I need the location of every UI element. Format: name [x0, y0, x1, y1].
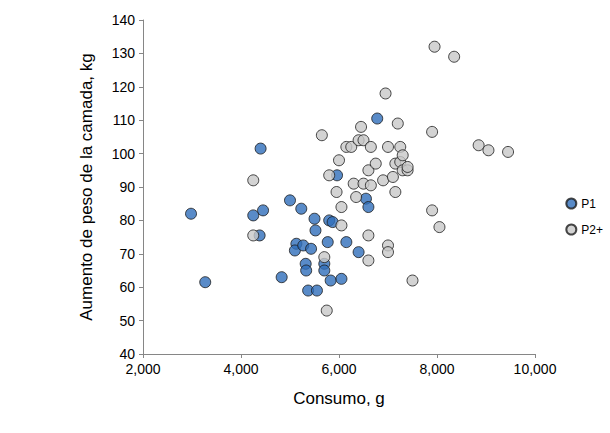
svg-text:4,000: 4,000 [223, 361, 258, 377]
svg-text:8,000: 8,000 [419, 361, 454, 377]
svg-text:60: 60 [119, 279, 135, 295]
svg-text:120: 120 [112, 79, 136, 95]
svg-text:130: 130 [112, 45, 136, 61]
svg-text:Consumo, g: Consumo, g [293, 389, 385, 408]
svg-text:P1: P1 [581, 197, 596, 211]
svg-text:6,000: 6,000 [321, 361, 356, 377]
svg-text:50: 50 [119, 313, 135, 329]
svg-text:40: 40 [119, 346, 135, 362]
svg-text:140: 140 [112, 12, 136, 28]
svg-text:100: 100 [112, 146, 136, 162]
svg-text:80: 80 [119, 212, 135, 228]
svg-text:2,000: 2,000 [125, 361, 160, 377]
svg-text:10,000: 10,000 [514, 361, 557, 377]
svg-text:110: 110 [113, 112, 136, 128]
svg-text:P2+: P2+ [581, 223, 603, 237]
svg-text:90: 90 [119, 179, 135, 195]
svg-text:70: 70 [119, 246, 135, 262]
svg-text:Aumento de peso de la camada,: Aumento de peso de la camada, kg [77, 53, 96, 320]
